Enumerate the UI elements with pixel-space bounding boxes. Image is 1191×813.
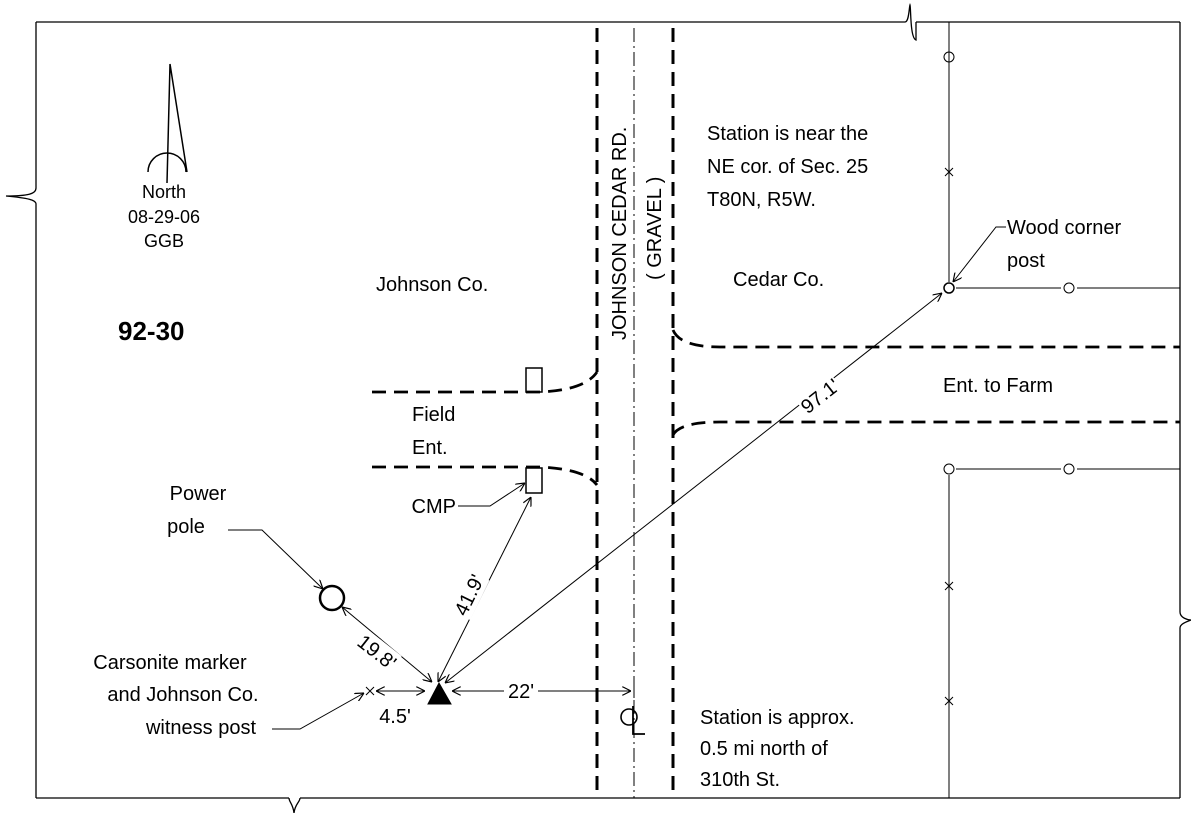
svg-text:Station is approx.: Station is approx. [700, 707, 855, 729]
dist-centerline: 22' [508, 681, 534, 703]
fence-lines [943, 22, 1180, 798]
break-symbol-bottom [288, 797, 301, 813]
wood-corner-post [943, 282, 955, 294]
note-top: Station is near the NE cor. of Sec. 25 T… [707, 123, 868, 211]
power-pole [318, 584, 346, 612]
county-right: Cedar Co. [733, 269, 824, 291]
break-symbol-right [1179, 611, 1191, 629]
north-arrow: North 08-29-06 GGB [128, 63, 200, 251]
dist-witness-post: 4.5' [379, 706, 411, 728]
svg-text:T80N, R5W.: T80N, R5W. [707, 189, 816, 211]
survey-date: 08-29-06 [128, 207, 200, 227]
power-pole-label-2: pole [167, 516, 205, 538]
field-entrance-label-1: Field [412, 404, 455, 426]
road-name: JOHNSON CEDAR RD. [609, 127, 631, 340]
marker-label-1: Carsonite marker [93, 652, 247, 674]
station-id: 92-30 [118, 316, 185, 346]
break-symbol-top [904, 2, 917, 41]
north-label: North [142, 182, 186, 202]
wood-post-label-1: Wood corner [1007, 217, 1121, 239]
culvert-south [525, 467, 543, 494]
culvert-north [525, 367, 543, 393]
farm-entrance: Ent. to Farm [671, 329, 1180, 436]
marker-label-3: witness post [145, 717, 256, 739]
marker-label-2: and Johnson Co. [107, 684, 258, 706]
road-surface: ( GRAVEL ) [644, 177, 666, 280]
svg-text:Station is near the: Station is near the [707, 123, 868, 145]
sheet-border [5, 2, 1191, 813]
break-symbol-left [5, 187, 37, 205]
cmp-label: CMP [412, 496, 456, 518]
surveyor-initials: GGB [144, 231, 184, 251]
field-entrance-label-2: Ent. [412, 437, 448, 459]
measurements [342, 293, 942, 698]
svg-text:310th St.: 310th St. [700, 769, 780, 791]
road: JOHNSON CEDAR RD. ( GRAVEL ) [595, 28, 675, 798]
wood-post-label-2: post [1007, 250, 1045, 272]
power-pole-label-1: Power [170, 483, 227, 505]
field-entrance: Field Ent. [372, 371, 599, 486]
svg-text:0.5 mi north of: 0.5 mi north of [700, 738, 828, 760]
svg-text:NE cor. of Sec. 25: NE cor. of Sec. 25 [707, 156, 868, 178]
note-bottom: Station is approx. 0.5 mi north of 310th… [700, 707, 855, 791]
farm-entrance-label: Ent. to Farm [943, 375, 1053, 397]
witness-post-x [365, 686, 375, 696]
station-marker-triangle [427, 681, 452, 705]
centerline-symbol [620, 706, 645, 735]
county-left: Johnson Co. [376, 274, 488, 296]
